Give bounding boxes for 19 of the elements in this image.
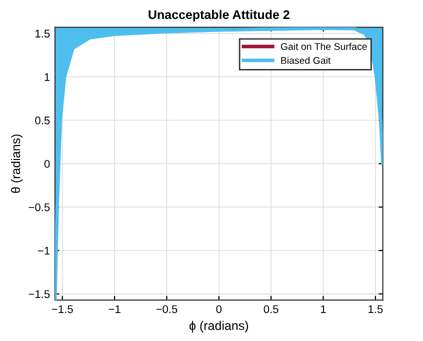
y-tick-label: −0.5 bbox=[28, 203, 50, 212]
x-axis-title: ϕ (radians) bbox=[189, 320, 248, 333]
x-tick-label: −0.5 bbox=[156, 305, 178, 314]
x-tick-label: 0 bbox=[216, 305, 222, 314]
x-tick-label: −1.5 bbox=[52, 305, 73, 314]
x-tick-label: 1.5 bbox=[368, 305, 383, 314]
x-tick-label: 0.5 bbox=[264, 305, 278, 314]
chart-title: Unacceptable Attitude 2 bbox=[148, 10, 290, 22]
x-tick-label: −1 bbox=[108, 305, 120, 313]
y-tick-label: −1 bbox=[38, 246, 50, 255]
y-tick-label: 0.5 bbox=[35, 116, 50, 124]
y-tick-label: 0 bbox=[44, 160, 50, 168]
y-tick-label: −1.5 bbox=[28, 290, 50, 298]
x-tick-label: 1 bbox=[321, 305, 326, 313]
y-tick-label: 1.5 bbox=[36, 30, 50, 38]
y-axis-title: θ (radians) bbox=[10, 134, 23, 193]
legend-label: Biased Gait bbox=[281, 56, 331, 64]
y-tick-label: 1 bbox=[44, 73, 50, 81]
legend-label: Gait on The Surface bbox=[280, 42, 367, 50]
